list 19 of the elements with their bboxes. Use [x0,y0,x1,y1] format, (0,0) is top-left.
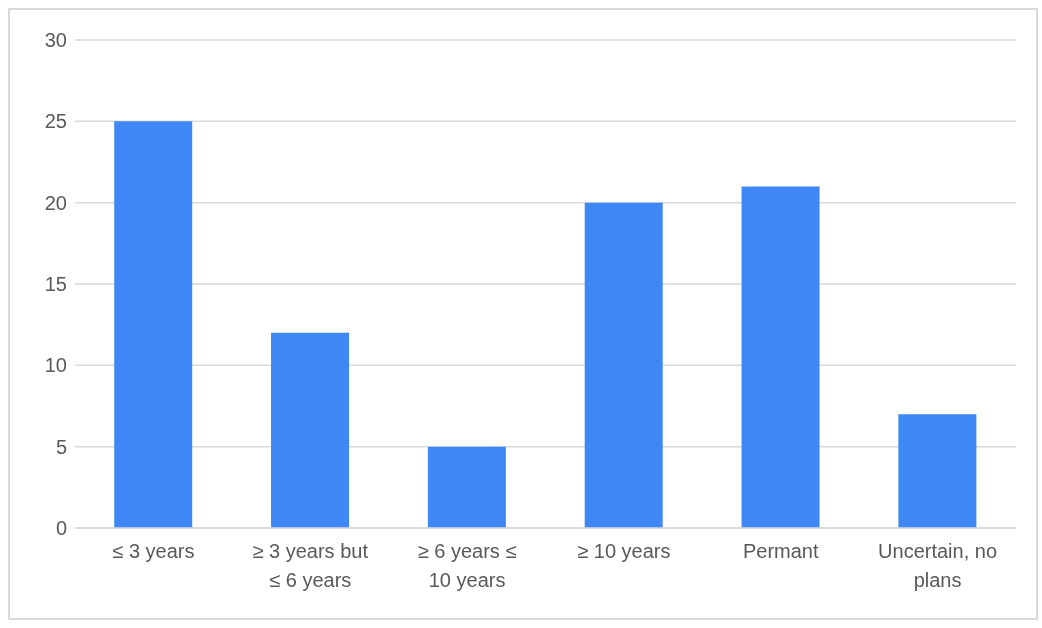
y-tick-label: 0 [55,517,67,540]
y-tick-label: 15 [44,273,67,296]
x-tick-label: ≤ 3 years [112,540,195,562]
y-tick-label: 30 [44,29,67,52]
bar [114,121,193,528]
bar [584,202,663,528]
x-tick-label: ≥ 3 years but ≤ 6 years [252,540,369,591]
x-tick-label: ≥ 10 years [577,540,671,562]
x-tick-label: ≥ 6 years ≤ 10 years [417,540,517,591]
x-tick-label: Uncertain, no plans [878,540,998,591]
y-tick-label: 25 [44,110,67,133]
y-tick-label: 10 [44,354,67,377]
bar [427,446,506,528]
bar [898,414,977,528]
y-tick-label: 5 [55,435,67,458]
bar [741,186,820,528]
x-tick-label: Permant [742,540,819,562]
bar [271,332,350,528]
y-tick-label: 20 [44,191,67,214]
